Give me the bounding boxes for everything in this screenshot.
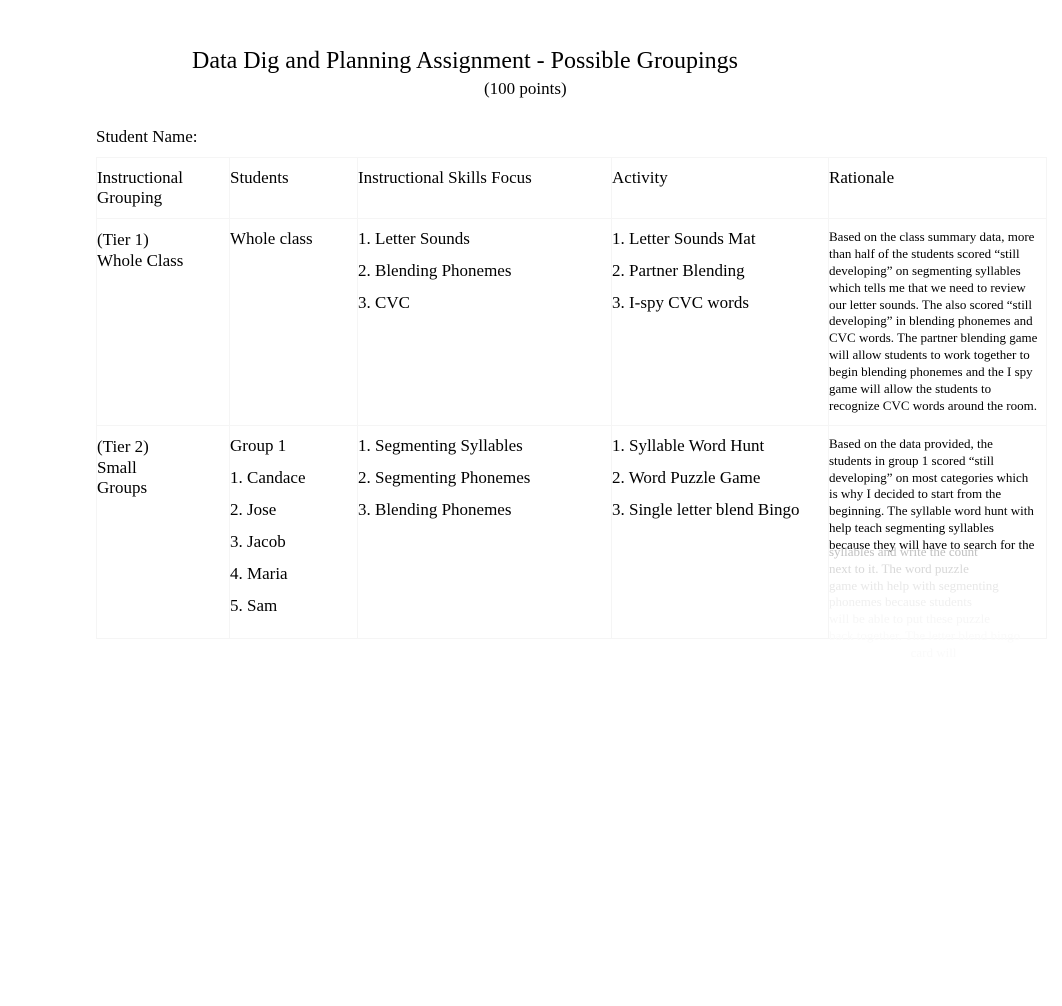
student-item: 3. Jacob bbox=[230, 532, 357, 552]
tier-name: Whole Class bbox=[97, 251, 229, 271]
skill-item: 1. Segmenting Syllables bbox=[358, 436, 611, 456]
cell-skills: 1. Letter Sounds 2. Blending Phonemes 3.… bbox=[358, 219, 612, 426]
cell-rationale: Based on the class summary data, more th… bbox=[829, 219, 1047, 426]
tier-name-2: Groups bbox=[97, 478, 229, 498]
points-label: (100 points) bbox=[484, 79, 1046, 99]
planning-table: Instructional Grouping Students Instruct… bbox=[96, 157, 1047, 639]
cell-activity: 1. Letter Sounds Mat 2. Partner Blending… bbox=[612, 219, 829, 426]
student-item: 2. Jose bbox=[230, 500, 357, 520]
cell-rationale: Based on the data provided, the students… bbox=[829, 425, 1047, 638]
rationale-fade: syllables and write the count next to it… bbox=[829, 544, 1046, 662]
cell-grouping: (Tier 2) Small Groups bbox=[97, 425, 230, 638]
skill-item: 2. Blending Phonemes bbox=[358, 261, 611, 281]
activity-item: 2. Partner Blending bbox=[612, 261, 828, 281]
document-page: Data Dig and Planning Assignment - Possi… bbox=[0, 0, 1062, 639]
cell-students: Group 1 1. Candace 2. Jose 3. Jacob 4. M… bbox=[230, 425, 358, 638]
fade-line: game with help with segmenting bbox=[829, 578, 1038, 595]
activity-item: 3. Single letter blend Bingo bbox=[612, 500, 828, 520]
student-item: 1. Candace bbox=[230, 468, 357, 488]
header-students: Students bbox=[230, 158, 358, 219]
student-item: 4. Maria bbox=[230, 564, 357, 584]
cell-grouping: (Tier 1) Whole Class bbox=[97, 219, 230, 426]
header-grouping: Instructional Grouping bbox=[97, 158, 230, 219]
table-header-row: Instructional Grouping Students Instruct… bbox=[97, 158, 1047, 219]
student-name-label: Student Name: bbox=[96, 127, 1046, 147]
header-activity: Activity bbox=[612, 158, 829, 219]
activity-item: 3. I-spy CVC words bbox=[612, 293, 828, 313]
table-row: (Tier 2) Small Groups Group 1 1. Candace… bbox=[97, 425, 1047, 638]
rationale-text: Based on the class summary data, more th… bbox=[829, 229, 1046, 415]
tier-name: Small bbox=[97, 458, 229, 478]
header-rationale: Rationale bbox=[829, 158, 1047, 219]
student-list: 1. Candace 2. Jose 3. Jacob 4. Maria 5. … bbox=[230, 468, 357, 616]
activity-item: 1. Syllable Word Hunt bbox=[612, 436, 828, 456]
skill-item: 3. CVC bbox=[358, 293, 611, 313]
activity-list: 1. Syllable Word Hunt 2. Word Puzzle Gam… bbox=[612, 436, 828, 520]
group-title: Group 1 bbox=[230, 436, 357, 456]
fade-line: next to it. The word puzzle bbox=[829, 561, 1038, 578]
fade-line: syllables and write the count bbox=[829, 544, 1038, 561]
tier-label: (Tier 2) bbox=[97, 436, 229, 458]
student-item: 5. Sam bbox=[230, 596, 357, 616]
fade-line: card will bbox=[829, 645, 1038, 662]
skill-item: 3. Blending Phonemes bbox=[358, 500, 611, 520]
skill-item: 2. Segmenting Phonemes bbox=[358, 468, 611, 488]
skill-item: 1. Letter Sounds bbox=[358, 229, 611, 249]
activity-item: 2. Word Puzzle Game bbox=[612, 468, 828, 488]
students-text: Whole class bbox=[230, 229, 357, 249]
activity-item: 1. Letter Sounds Mat bbox=[612, 229, 828, 249]
cell-activity: 1. Syllable Word Hunt 2. Word Puzzle Gam… bbox=[612, 425, 829, 638]
skills-list: 1. Letter Sounds 2. Blending Phonemes 3.… bbox=[358, 229, 611, 313]
document-title: Data Dig and Planning Assignment - Possi… bbox=[192, 48, 1046, 75]
skills-list: 1. Segmenting Syllables 2. Segmenting Ph… bbox=[358, 436, 611, 520]
header-skills: Instructional Skills Focus bbox=[358, 158, 612, 219]
table-row: (Tier 1) Whole Class Whole class 1. Lett… bbox=[97, 219, 1047, 426]
rationale-text: Based on the data provided, the students… bbox=[829, 436, 1046, 554]
fade-line: back together. The letter blend bingo bbox=[829, 628, 1038, 645]
cell-students: Whole class bbox=[230, 219, 358, 426]
tier-label: (Tier 1) bbox=[97, 229, 229, 251]
cell-skills: 1. Segmenting Syllables 2. Segmenting Ph… bbox=[358, 425, 612, 638]
fade-line: phonemes because students bbox=[829, 594, 1038, 611]
activity-list: 1. Letter Sounds Mat 2. Partner Blending… bbox=[612, 229, 828, 313]
fade-line: will be able to put these puzzle bbox=[829, 611, 1038, 628]
